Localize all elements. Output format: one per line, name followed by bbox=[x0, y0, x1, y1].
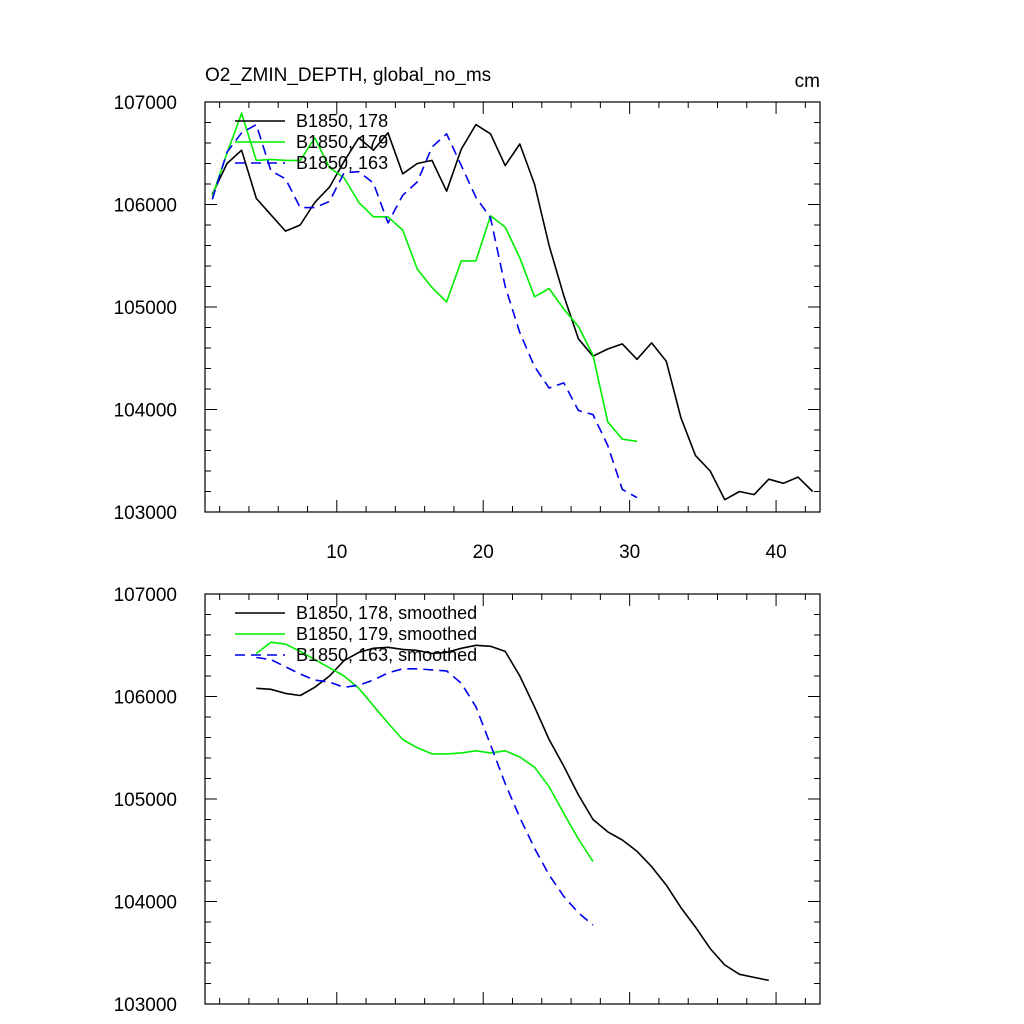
legend-label: B1850, 178 bbox=[296, 111, 388, 131]
y-tick-label: 107000 bbox=[114, 93, 177, 114]
y-tick-label: 106000 bbox=[114, 196, 177, 217]
bottom-panel: 103000 104000 105000 106000 107000 B1850, 17… bbox=[114, 585, 821, 1016]
series-line-1 bbox=[256, 644, 769, 982]
series-line-3 bbox=[256, 656, 594, 926]
y-tick-label: 107000 bbox=[114, 585, 177, 606]
y-tick-label: 103000 bbox=[114, 995, 177, 1016]
legend-label: B1850, 179, smoothed bbox=[296, 624, 477, 644]
y-tick-label: 104000 bbox=[114, 893, 177, 914]
series-line-1 bbox=[211, 123, 814, 501]
x-tick-label: 10 bbox=[326, 542, 347, 563]
legend-label: B1850, 179 bbox=[296, 132, 388, 152]
units-label: cm bbox=[795, 71, 820, 92]
x-tick-label: 30 bbox=[619, 542, 640, 563]
y-tick-label: 105000 bbox=[114, 298, 177, 319]
chart-title: O2_ZMIN_DEPTH, global_no_ms bbox=[205, 65, 491, 86]
legend-label: B1850, 163 bbox=[296, 153, 388, 173]
plot-frame bbox=[204, 101, 821, 513]
series-line-2 bbox=[211, 112, 638, 443]
y-tick-label: 105000 bbox=[114, 790, 177, 811]
top-panel: O2_ZMIN_DEPTH, global_no_ms cm 103000104… bbox=[114, 65, 821, 563]
x-tick-label: 40 bbox=[766, 542, 787, 563]
x-tick-label: 20 bbox=[473, 542, 494, 563]
series-line-2 bbox=[255, 641, 594, 862]
legend-label: B1850, 178, smoothed bbox=[296, 603, 477, 623]
y-tick-label: 104000 bbox=[114, 401, 177, 422]
series-line-3 bbox=[211, 123, 638, 499]
legend-label: B1850, 163, smoothed bbox=[296, 645, 477, 665]
y-tick-label: 106000 bbox=[114, 688, 177, 709]
y-tick-label: 103000 bbox=[114, 503, 177, 524]
plot-frame bbox=[204, 593, 821, 1005]
